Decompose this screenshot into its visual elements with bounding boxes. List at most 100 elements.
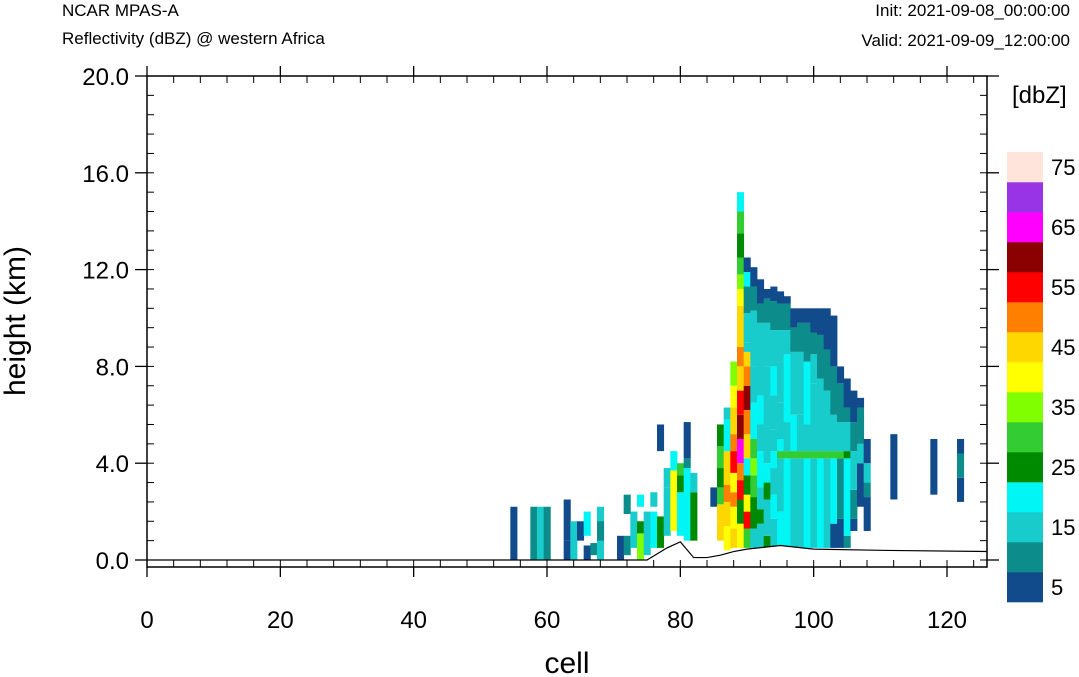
reflectivity-cell (730, 361, 738, 386)
reflectivity-cell (690, 472, 698, 493)
reflectivity-cell (817, 334, 825, 379)
reflectivity-cell (783, 296, 791, 304)
reflectivity-cell (743, 385, 751, 410)
reflectivity-cell (743, 366, 751, 386)
reflectivity-cell (777, 511, 785, 548)
reflectivity-cell (750, 267, 758, 287)
reflectivity-cell (510, 506, 518, 560)
axes-layer: 0 20 40 60 80 100 120 0.0 4.0 8.0 12.0 16.0 20.0 cell… (0, 64, 999, 677)
reflectivity-cell (717, 446, 725, 469)
colorbar-swatch (1007, 242, 1043, 273)
reflectivity-cell (837, 366, 845, 384)
x-tick-label: 80 (667, 607, 694, 634)
reflectivity-cell (957, 477, 965, 502)
colorbar-swatch (1007, 482, 1043, 513)
reflectivity-cell (843, 458, 851, 536)
colorbar-label: 65 (1051, 215, 1075, 240)
plot-frame (146, 75, 988, 568)
reflectivity-cell (750, 475, 758, 498)
reflectivity-cell (850, 422, 858, 452)
reflectivity-cell (823, 349, 831, 391)
reflectivity-cell (817, 451, 825, 459)
reflectivity-cell (777, 439, 785, 452)
reflectivity-cell (810, 458, 818, 548)
reflectivity-cell (630, 511, 638, 548)
reflectivity-cell (737, 233, 745, 258)
reflectivity-cell (783, 330, 791, 355)
reflectivity-cell (663, 468, 671, 488)
reflectivity-cell (730, 451, 738, 473)
reflectivity-cell (570, 521, 578, 560)
reflectivity-cell (770, 286, 778, 302)
reflectivity-cell (803, 308, 811, 323)
reflectivity-cell (770, 429, 778, 452)
reflectivity-cell (757, 322, 765, 396)
reflectivity-cell (777, 303, 785, 331)
reflectivity-cell (677, 463, 685, 476)
reflectivity-cell (683, 468, 691, 541)
reflectivity-cell (770, 518, 778, 548)
reflectivity-cell (730, 472, 738, 493)
reflectivity-cell (777, 330, 785, 362)
colorbar-swatch (1007, 452, 1043, 483)
reflectivity-cell (657, 424, 665, 452)
y-tick-label: 16.0 (82, 161, 129, 188)
reflectivity-cell (803, 458, 811, 548)
reflectivity-cell (737, 439, 745, 464)
reflectivity-cell (837, 383, 845, 423)
colorbar-label: 15 (1051, 515, 1075, 540)
reflectivity-cell (757, 451, 765, 488)
reflectivity-cell (797, 308, 805, 323)
reflectivity-cell (643, 511, 651, 556)
colorbar-label: 35 (1051, 395, 1075, 420)
reflectivity-cell (663, 487, 671, 536)
reflectivity-cell (777, 291, 785, 304)
reflectivity-cell (743, 494, 751, 512)
x-tick-label: 60 (534, 607, 561, 634)
reflectivity-cell (830, 414, 838, 452)
reflectivity-cell (737, 192, 745, 212)
reflectivity-cell (790, 327, 798, 352)
reflectivity-cell (757, 509, 765, 524)
reflectivity-cell (797, 451, 805, 459)
reflectivity-cell (750, 402, 758, 439)
reflectivity-cell (763, 322, 771, 367)
reflectivity-cell (803, 424, 811, 452)
reflectivity-cell (637, 494, 645, 507)
reflectivity-cell (737, 523, 745, 548)
reflectivity-cell (723, 407, 731, 420)
reflectivity-cell (790, 351, 798, 415)
model-title: NCAR MPAS-A (62, 1, 179, 20)
reflectivity-cell (837, 451, 845, 459)
reflectivity-cell (730, 385, 738, 408)
reflectivity-cell (790, 308, 798, 328)
reflectivity-cell (723, 501, 731, 527)
reflectivity-cell (737, 499, 745, 524)
colorbar-swatch (1007, 572, 1043, 603)
x-tick-label: 100 (794, 607, 834, 634)
reflectivity-cell (743, 257, 751, 273)
y-tick-label: 4.0 (96, 451, 129, 478)
reflectivity-cell (750, 497, 758, 529)
reflectivity-cell (737, 414, 745, 439)
reflectivity-cell (857, 407, 865, 444)
colorbar-label: 5 (1051, 575, 1063, 600)
x-axis-title: cell (544, 647, 589, 677)
colorbar-swatch (1007, 272, 1043, 303)
colorbar-swatch (1007, 392, 1043, 423)
reflectivity-cell (737, 305, 745, 348)
reflectivity-cell (757, 303, 765, 323)
reflectivity-cell (770, 451, 778, 469)
reflectivity-cell (757, 487, 765, 510)
reflectivity-cell (763, 482, 771, 500)
reflectivity-cell (590, 543, 598, 556)
reflectivity-cell (810, 451, 818, 459)
reflectivity-cell (743, 313, 751, 343)
reflectivity-cell (797, 351, 805, 415)
reflectivity-cell (777, 361, 785, 403)
reflectivity-cell (843, 535, 851, 548)
reflectivity-cell (797, 322, 805, 352)
reflectivity-cell (810, 308, 818, 333)
reflectivity-cell (783, 354, 791, 423)
reflectivity-cell (730, 492, 738, 507)
